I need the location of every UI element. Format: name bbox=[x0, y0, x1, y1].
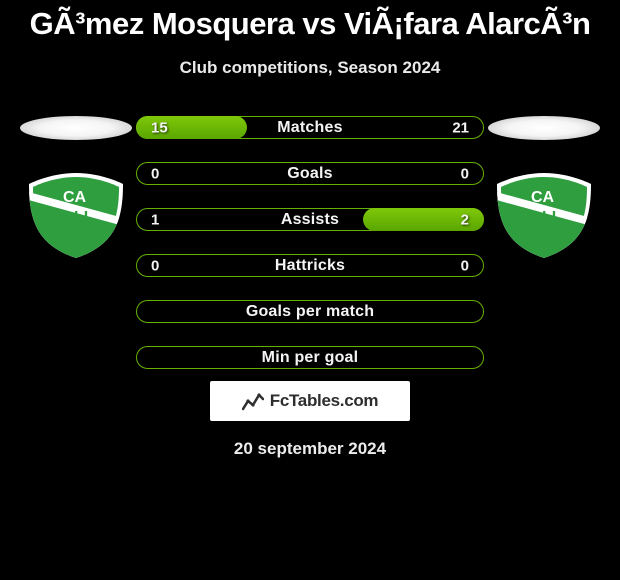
stat-row: 12Assists bbox=[136, 208, 484, 231]
stat-label: Goals bbox=[137, 165, 483, 183]
comparison-main: CA LI 1521Matches 00Goals 12Assists 00Hattr… bbox=[0, 116, 620, 369]
svg-text:LI: LI bbox=[74, 209, 88, 226]
stat-row: 00Goals bbox=[136, 162, 484, 185]
subtitle: Club competitions, Season 2024 bbox=[180, 58, 441, 78]
stat-row: Min per goal bbox=[136, 346, 484, 369]
club-crest-icon: CA LI bbox=[26, 170, 126, 260]
stat-label: Min per goal bbox=[137, 349, 483, 367]
svg-text:CA: CA bbox=[63, 189, 87, 206]
stat-label: Hattricks bbox=[137, 257, 483, 275]
brand-text: FcTables.com bbox=[270, 391, 379, 411]
svg-text:LI: LI bbox=[542, 209, 556, 226]
stat-row: 1521Matches bbox=[136, 116, 484, 139]
page-title: GÃ³mez Mosquera vs ViÃ¡fara AlarcÃ³n bbox=[30, 6, 591, 42]
brand-badge: FcTables.com bbox=[210, 381, 410, 421]
player-right-crest: CA LI bbox=[494, 170, 594, 265]
stat-label: Goals per match bbox=[137, 303, 483, 321]
stat-row: 00Hattricks bbox=[136, 254, 484, 277]
player-left-silhouette bbox=[20, 116, 132, 140]
stats-list: 1521Matches 00Goals 12Assists 00Hattricks Go… bbox=[136, 116, 484, 369]
fctables-logo-icon bbox=[242, 391, 264, 411]
player-left-side: CA LI bbox=[16, 116, 136, 369]
club-crest-icon: CA LI bbox=[494, 170, 594, 260]
stat-row: Goals per match bbox=[136, 300, 484, 323]
date-text: 20 september 2024 bbox=[234, 439, 386, 459]
stat-label: Matches bbox=[137, 119, 483, 137]
svg-text:CA: CA bbox=[531, 189, 555, 206]
player-left-crest: CA LI bbox=[26, 170, 126, 265]
player-right-silhouette bbox=[488, 116, 600, 140]
stat-label: Assists bbox=[137, 211, 483, 229]
player-right-side: CA LI bbox=[484, 116, 604, 369]
